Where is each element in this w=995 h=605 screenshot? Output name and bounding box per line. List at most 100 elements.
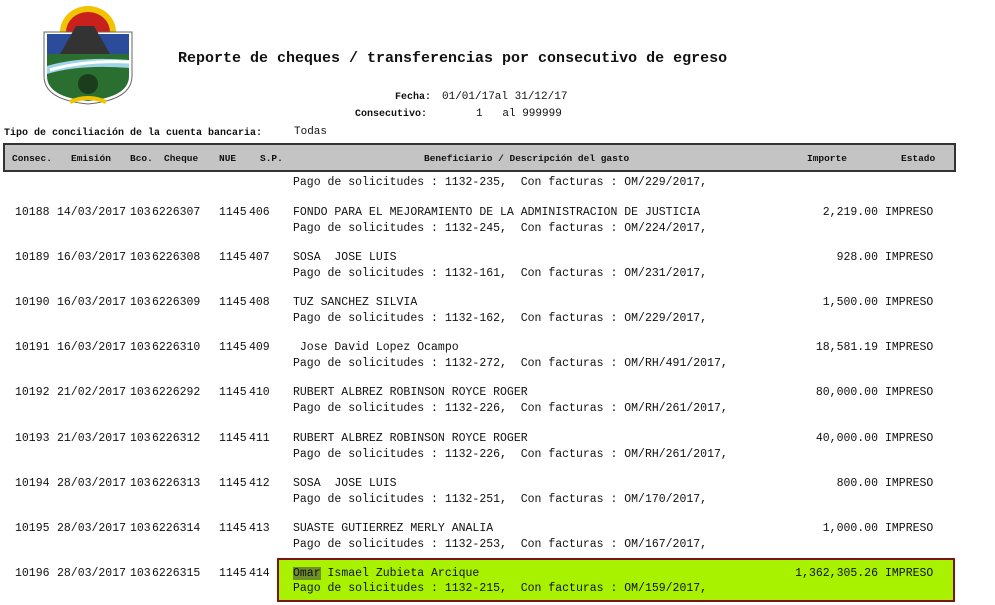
row-estado: IMPRESO [885,431,934,445]
row-estado: IMPRESO [885,386,934,400]
hl-emision: 28/03/2017 [57,567,127,580]
highlighted-row-box [277,558,955,602]
row-beneficiario: FONDO PARA EL MEJORAMIENTO DE LA ADMINIS… [293,206,701,219]
row-emision: 21/02/2017 [57,386,127,400]
row-emision: 16/03/2017 [57,341,127,355]
row-importe: 800.00 [836,476,878,490]
row-beneficiario: SOSA JOSE LUIS [293,251,397,265]
row-nue: 1145 [219,206,247,219]
row-descripcion: Pago de solicitudes : 1132-162, Con fact… [293,312,708,326]
row-nue: 1145 [219,521,247,535]
row-consec: 10191 [15,341,50,355]
col-cheque: Cheque [164,153,199,164]
fecha-label: Fecha: [395,92,432,103]
row-consec: 10192 [15,386,50,400]
row-importe: 928.00 [836,251,878,265]
hl-beneficiario-rest: Ismael Zubieta Arcique [320,567,480,580]
row-sp: 411 [249,431,270,445]
row-beneficiario: RUBERT ALBREZ ROBINSON ROYCE ROGER [293,431,528,445]
row-sp: 407 [249,251,270,265]
row-descripcion: Pago de solicitudes : 1132-226, Con fact… [293,402,728,416]
row-nue: 1145 [219,296,247,310]
row-consec: 10193 [15,431,50,445]
fecha-value: 01/01/17al 31/12/17 [442,91,568,103]
row-estado: IMPRESO [885,206,934,219]
col-beneficiario: Beneficiario / Descripción del gasto [424,153,630,164]
row-bco: 103 [130,476,151,490]
row-bco: 103 [130,251,151,265]
row-beneficiario: Jose David Lopez Ocampo [293,341,459,355]
report-title: Reporte de cheques / transferencias por … [178,50,728,67]
row-beneficiario: RUBERT ALBREZ ROBINSON ROYCE ROGER [293,386,528,400]
hl-beneficiario: Omar Ismael Zubieta Arcique [293,567,479,580]
hl-descripcion: Pago de solicitudes : 1132-215, Con fact… [293,582,708,595]
row-consec: 10189 [15,251,50,265]
row-nue: 1145 [219,341,247,355]
row-sp: 406 [249,206,270,219]
col-emision: Emisión [71,153,111,164]
row-importe: 2,219.00 [822,206,878,219]
row-descripcion: Pago de solicitudes : 1132-253, Con fact… [293,537,708,551]
row-beneficiario: TUZ SANCHEZ SILVIA [293,296,418,310]
col-importe: Importe [807,153,847,164]
row-sp: 409 [249,341,270,355]
row-importe: 40,000.00 [815,431,878,445]
tipo-conciliacion-label: Tipo de conciliación de la cuenta bancar… [4,128,263,139]
row-estado: IMPRESO [885,341,934,355]
row-cheque: 6226310 [152,341,201,355]
col-sp: S.P. [260,153,283,164]
hl-cheque: 6226315 [152,567,201,580]
row-bco: 103 [130,386,151,400]
tipo-conciliacion-value: Todas [294,126,328,138]
row-consec: 10188 [15,206,50,219]
row-nue: 1145 [219,476,247,490]
row-importe: 1,000.00 [822,521,878,535]
row-beneficiario: SUASTE GUTIERREZ MERLY ANALIA [293,521,494,535]
row-consec: 10194 [15,476,50,490]
hl-nue: 1145 [219,567,247,580]
row-emision: 28/03/2017 [57,521,127,535]
row-estado: IMPRESO [885,251,934,265]
row-estado: IMPRESO [885,476,934,490]
hl-estado: IMPRESO [885,567,934,580]
col-estado: Estado [901,153,936,164]
row-bco: 103 [130,521,151,535]
row-cheque: 6226314 [152,521,201,535]
row-cheque: 6226312 [152,431,201,445]
row-importe: 80,000.00 [815,386,878,400]
row-sp: 412 [249,476,270,490]
row-estado: IMPRESO [885,521,934,535]
hl-importe: 1,362,305.26 [795,567,878,580]
consecutivo-value: 1 al 999999 [476,108,562,120]
row-descripcion: Pago de solicitudes : 1132-226, Con fact… [293,447,728,461]
row-emision: 16/03/2017 [57,251,127,265]
hl-consec: 10196 [15,567,50,580]
coat-of-arms-logo [43,6,133,105]
row-consec: 10190 [15,296,50,310]
col-nue: NUE [219,153,237,164]
row-bco: 103 [130,296,151,310]
row-emision: 14/03/2017 [57,206,127,219]
row-bco: 103 [130,206,151,219]
row-cheque: 6226313 [152,476,201,490]
row-emision: 16/03/2017 [57,296,127,310]
hl-sp: 414 [249,567,270,580]
row-nue: 1145 [219,386,247,400]
row-descripcion: Pago de solicitudes : 1132-272, Con fact… [293,357,728,371]
carryover-description: Pago de solicitudes : 1132-235, Con fact… [293,176,708,189]
row-sp: 413 [249,521,270,535]
row-cheque: 6226308 [152,251,201,265]
row-cheque: 6226292 [152,386,201,400]
row-estado: IMPRESO [885,296,934,310]
table-header: Consec. Emisión Bco. Cheque NUE S.P. Ben… [3,143,956,172]
row-beneficiario: SOSA JOSE LUIS [293,476,397,490]
col-consec: Consec. [12,153,52,164]
row-descripcion: Pago de solicitudes : 1132-251, Con fact… [293,492,708,506]
col-bco: Bco. [130,153,153,164]
row-cheque: 6226307 [152,206,201,219]
search-match-highlight: Omar [293,567,321,580]
row-consec: 10195 [15,521,50,535]
row-descripcion: Pago de solicitudes : 1132-245, Con fact… [293,222,708,235]
row-nue: 1145 [219,431,247,445]
row-cheque: 6226309 [152,296,201,310]
